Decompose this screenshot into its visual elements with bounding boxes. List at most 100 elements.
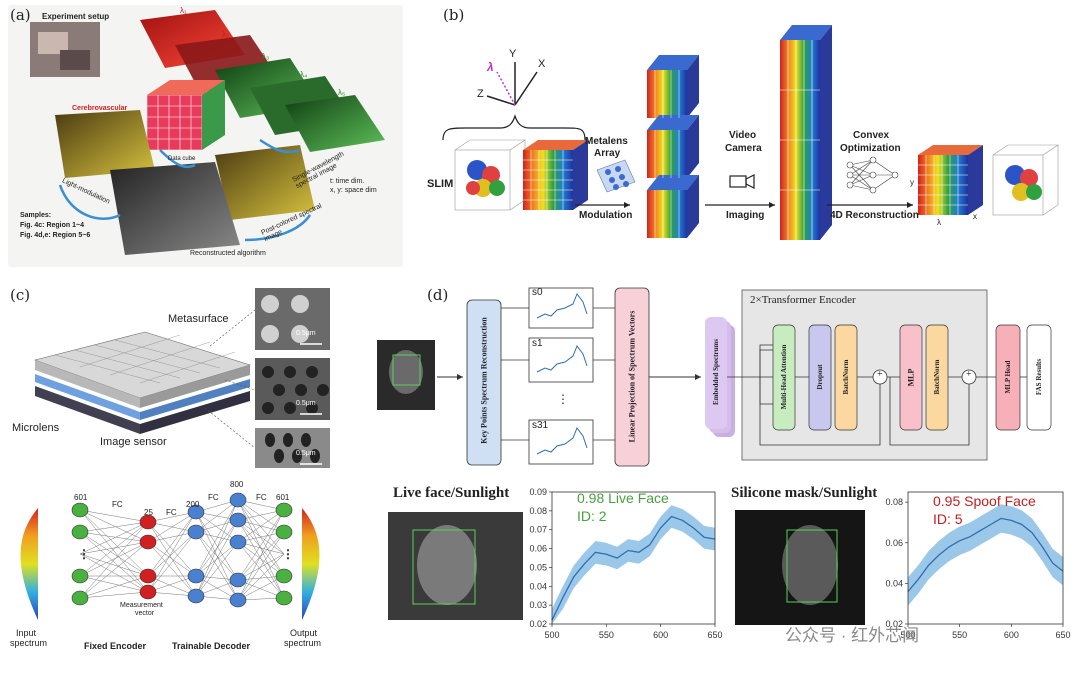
sem-image-3	[255, 428, 330, 468]
nn-node	[275, 502, 293, 518]
sensor-stack	[33, 331, 252, 434]
data-cube-label: Data cube	[168, 156, 196, 162]
post-colored-image	[215, 145, 315, 220]
lambda2-label: λ₂	[222, 30, 230, 39]
measurement-label-2: vector	[135, 610, 155, 617]
dots-label: ⋮	[557, 392, 569, 406]
axis-z-label: Z	[477, 88, 484, 100]
nn-node	[71, 568, 89, 584]
output-spectrum-shape	[302, 508, 320, 620]
layer-601-in: 601	[74, 493, 88, 502]
samples-label: Samples:	[20, 212, 52, 219]
batchnorm-label: BatchNorm	[842, 359, 850, 395]
mean-spectrum-line	[907, 517, 1064, 592]
y-tick-label: 0.03	[529, 600, 547, 610]
scale-bar-1: 0.5μm	[296, 330, 316, 337]
axis-triad	[486, 62, 538, 106]
sem-image-1	[255, 288, 330, 350]
embedded-label: Embedded Spectrums	[712, 339, 720, 405]
video-label: Video	[729, 130, 757, 141]
measurement-label-1: Measurement	[120, 602, 163, 609]
batchnorm-block-2	[925, 324, 949, 431]
nn-node	[187, 588, 205, 604]
nn-ellipsis: ⋮	[78, 547, 90, 561]
dropout-block	[808, 324, 832, 431]
reconstructed-image	[110, 162, 240, 255]
output-spectrum-label-2: spectrum	[284, 638, 322, 648]
panel-a-label: (a)	[10, 6, 31, 24]
nn-node	[187, 524, 205, 540]
s1-box	[528, 337, 594, 383]
s31-label: s31	[532, 420, 549, 431]
reconstructed-spectral-cube	[918, 145, 983, 215]
plus-1: +	[877, 369, 883, 380]
imaging-label: Imaging	[726, 210, 765, 221]
nn-node	[275, 524, 293, 540]
spoof-result-text: 0.95 Spoof Face	[933, 493, 1036, 509]
panel-b: (b) λ Y X Z SLIM Metalens Array Modulati…	[425, 0, 1075, 270]
panel-a: (a) Experiment setup λ₁ λ₂ λ₃ λ₄ λ₅ Cere…	[0, 0, 405, 270]
lambda1-label: λ₁	[180, 6, 187, 15]
y-tick-label: 0.02	[529, 619, 547, 629]
nn-node	[229, 572, 247, 588]
cerebrovascular-image	[55, 110, 155, 178]
nn-node	[275, 568, 293, 584]
layer-200: 200	[186, 500, 200, 509]
x-tick-label: 500	[900, 630, 915, 640]
confidence-band	[908, 504, 1063, 606]
mha-label: Multi-Head Attention	[780, 344, 788, 410]
nn-ellipsis: ⋮	[282, 547, 294, 561]
optimization-label: Optimization	[840, 143, 901, 154]
embedded-spectrums-block	[705, 317, 727, 429]
nn-node	[71, 524, 89, 540]
input-spectrum-shape	[20, 508, 38, 620]
data-cube	[146, 80, 225, 151]
live-face-photo	[388, 512, 523, 620]
fc-2: FC	[166, 508, 177, 517]
axis-x-label: X	[538, 58, 546, 70]
input-spectrum-label-1: Input	[16, 628, 37, 638]
spoof-id-text: ID: 5	[933, 511, 963, 527]
y-tick-label: 0.05	[529, 562, 547, 572]
y-tick-label: 0.04	[529, 581, 547, 591]
video-frame-stack	[780, 25, 832, 240]
plus-2: +	[966, 369, 972, 380]
nn-node	[139, 568, 157, 584]
linear-projection-label: Linear Projection of Spectrum Vectors	[627, 310, 637, 443]
spoof-face-spectrum-chart: 0.02 0.04 0.06 0.08 500 550 600 650	[885, 491, 1071, 640]
input-spectrum-label-2: spectrum	[10, 638, 48, 648]
output-y-label: y	[910, 178, 914, 187]
nn-node	[139, 534, 157, 550]
y-tick-label: 0.09	[529, 487, 547, 497]
output-lambda-label: λ	[937, 218, 941, 227]
live-face-title: Live face/Sunlight	[393, 485, 510, 501]
mlp-label: MLP	[906, 368, 916, 387]
s0-label: s0	[532, 287, 543, 298]
input-face-image	[377, 340, 435, 410]
axis-y-label: Y	[509, 48, 517, 60]
slim-label: SLIM	[427, 178, 454, 190]
chart-frame	[551, 491, 716, 625]
layer-601-out: 601	[276, 493, 290, 502]
slim-spectral-cube	[523, 140, 588, 210]
lambda4-label: λ₄	[300, 70, 308, 79]
fig4c-label: Fig. 4c: Region 1~4	[20, 222, 84, 229]
image-sensor-label: Image sensor	[100, 436, 167, 448]
camera-label: Camera	[725, 143, 762, 154]
mlp-head-block	[995, 324, 1021, 431]
dropout-label: Dropout	[816, 364, 824, 390]
x-tick-label: 550	[952, 630, 967, 640]
panel-c-label: (c)	[10, 286, 31, 304]
y-tick-label: 0.06	[529, 544, 547, 554]
panel-b-label: (b)	[443, 6, 465, 24]
fc-1: FC	[112, 500, 123, 509]
microlens-label: Microlens	[12, 422, 60, 434]
time-dim-label: t: time dim.	[330, 178, 365, 185]
panel-b-illustration	[442, 25, 1059, 240]
y-tick-label: 0.04	[885, 578, 903, 588]
nn-node	[229, 592, 247, 608]
nn-node	[187, 568, 205, 584]
x-tick-label: 600	[653, 630, 668, 640]
panel-c: ⋮ ⋮ (c) Metasurface Microlens Image senso…	[0, 280, 340, 672]
s0-box	[528, 287, 594, 329]
